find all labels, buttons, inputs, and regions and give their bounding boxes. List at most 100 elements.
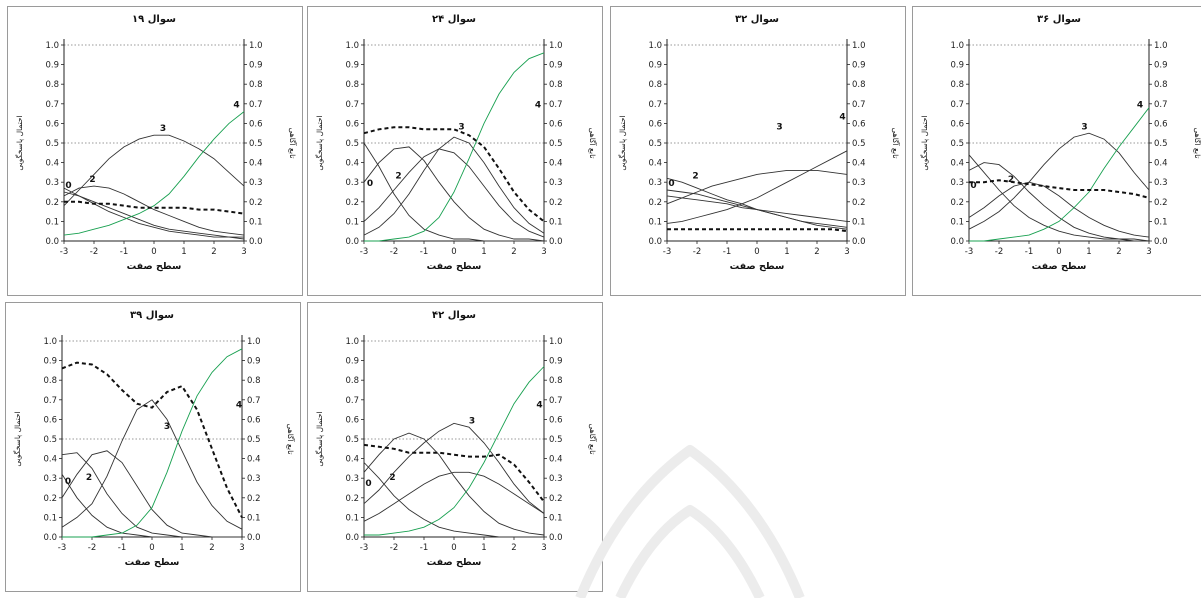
x-tick-label: -2	[90, 247, 98, 257]
y-tick-label-left: 0.6	[648, 119, 662, 129]
y-tick-label-left: 0.3	[43, 474, 57, 484]
y-tick-label-right: 0.5	[249, 139, 263, 149]
y-tick-label-left: 0.8	[43, 376, 57, 386]
y-tick-label-left: 0.1	[345, 513, 359, 523]
y-tick-label-right: 0.0	[247, 533, 261, 543]
y-tick-label-left: 0.9	[45, 61, 59, 71]
y-tick-label-left: 0.5	[345, 139, 359, 149]
y-tick-label-right: 0.9	[549, 61, 563, 71]
y-tick-label-left: 0.1	[648, 217, 662, 227]
chart-panel-6: سوال ۴۲ 0.0 0.0 0.1 0.1 0.2 0.2 0.3 0.3 0.4 0.4 0.5…	[307, 302, 603, 592]
y-tick-label-right: 0.9	[852, 61, 866, 71]
x-tick-label: 1	[1086, 247, 1091, 257]
y-tick-label-right: 0.8	[249, 80, 263, 90]
y-tick-label-left: 0.3	[950, 178, 964, 188]
y-tick-label-right: 0.2	[549, 198, 563, 208]
category-curve-2	[666, 189, 848, 230]
category-curve-1	[968, 162, 1150, 242]
x-tick-label: 1	[784, 247, 789, 257]
y-tick-label-right: 0.9	[247, 357, 261, 367]
chart-svg: سوال ۳۹ 0.0 0.0 0.1 0.1 0.2 0.2 0.3 0.3 0.4 0.4 0.5…	[13, 310, 296, 568]
y-tick-label-left: 0.8	[648, 80, 662, 90]
y-tick-label-right: 0.6	[549, 415, 563, 425]
y-tick-label-left: 0.0	[45, 237, 59, 247]
category-curve-4	[62, 348, 243, 538]
y-tick-label-right: 0.1	[549, 513, 563, 523]
y-tick-label-right: 0.4	[852, 159, 866, 169]
y-tick-label-left: 0.5	[43, 435, 57, 445]
y-tick-label-right: 0.8	[549, 80, 563, 90]
information-function-line	[969, 179, 1150, 199]
y-tick-label-right: 0.0	[852, 237, 866, 247]
y-tick-label-right: 0.8	[852, 80, 866, 90]
y-axis-label-right: تابع آگاهی	[891, 128, 901, 159]
y-tick-label-left: 0.4	[43, 455, 57, 465]
y-tick-label-left: 0.1	[45, 217, 59, 227]
y-axis-label-left: احتمال پاسخگویی	[15, 115, 24, 170]
category-curve-2	[61, 450, 242, 538]
x-tick-label: -1	[1025, 247, 1033, 257]
y-tick-label-left: 0.1	[345, 217, 359, 227]
information-function-line	[363, 126, 545, 223]
curve-label: 4	[1137, 101, 1143, 111]
y-axis-label-left: احتمال پاسخگویی	[315, 115, 324, 170]
x-tick-label: -3	[58, 543, 66, 553]
y-tick-label-right: 0.1	[249, 217, 263, 227]
y-tick-label-right: 0.3	[852, 178, 866, 188]
y-tick-label-right: 0.0	[249, 237, 263, 247]
curve-label: 4	[535, 101, 541, 111]
y-tick-label-right: 0.8	[549, 376, 563, 386]
chart-svg: سوال ۱۹ 0.0 0.0 0.1 0.1 0.2 0.2 0.3 0.3 0.4 0.4 0.5…	[15, 14, 298, 272]
x-axis-label: سطح صفت	[125, 557, 180, 568]
x-tick-label: 3	[239, 543, 244, 553]
x-tick-label: 3	[844, 247, 849, 257]
y-axis-label-left: احتمال پاسخگویی	[13, 411, 22, 466]
x-tick-label: 0	[451, 247, 456, 257]
y-tick-label-left: 0.7	[648, 100, 662, 110]
y-tick-label-right: 0.6	[1154, 119, 1168, 129]
category-curve-1	[363, 432, 545, 536]
y-tick-label-right: 0.9	[549, 357, 563, 367]
y-tick-label-left: 0.9	[950, 61, 964, 71]
y-tick-label-left: 0.6	[950, 119, 964, 129]
curve-label: 0	[65, 477, 71, 487]
category-curve-4	[969, 107, 1150, 242]
y-tick-label-left: 0.9	[345, 61, 359, 71]
y-tick-label-left: 1.0	[43, 337, 57, 347]
y-tick-label-right: 0.1	[247, 513, 261, 523]
curve-label: 2	[692, 171, 698, 181]
x-tick-label: 0	[151, 247, 156, 257]
y-tick-label-right: 0.9	[1154, 61, 1168, 71]
x-axis-label: سطح صفت	[1032, 261, 1087, 272]
y-tick-label-left: 0.5	[648, 139, 662, 149]
x-tick-label: -1	[420, 543, 428, 553]
chart-svg: سوال ۳۶ 0.0 0.0 0.1 0.1 0.2 0.2 0.3 0.3 0.4 0.4 0.5…	[920, 14, 1201, 272]
x-tick-label: -2	[390, 247, 398, 257]
y-tick-label-right: 0.2	[549, 494, 563, 504]
chart-panel-4: سوال ۳۶ 0.0 0.0 0.1 0.1 0.2 0.2 0.3 0.3 0.4 0.4 0.5…	[912, 6, 1201, 296]
x-tick-label: 1	[481, 247, 486, 257]
chart-title: سوال ۳۹	[130, 310, 174, 321]
y-tick-label-right: 0.3	[249, 178, 263, 188]
y-tick-label-left: 0.8	[345, 376, 359, 386]
y-tick-label-left: 0.7	[43, 396, 57, 406]
x-tick-label: -2	[88, 543, 96, 553]
curve-label: 4	[839, 112, 845, 122]
y-tick-label-right: 1.0	[249, 41, 263, 51]
x-tick-label: 1	[481, 543, 486, 553]
y-tick-label-left: 0.0	[950, 237, 964, 247]
curve-label: 4	[233, 101, 239, 111]
y-tick-label-left: 0.9	[345, 357, 359, 367]
y-tick-label-left: 1.0	[345, 41, 359, 51]
category-curve-2	[363, 146, 545, 242]
y-tick-label-left: 0.6	[345, 415, 359, 425]
x-axis-label: سطح صفت	[730, 261, 785, 272]
x-tick-label: 3	[1146, 247, 1151, 257]
category-curve-1	[363, 148, 545, 238]
y-tick-label-left: 1.0	[950, 41, 964, 51]
y-tick-label-left: 0.6	[345, 119, 359, 129]
category-curve-0	[666, 177, 848, 228]
y-tick-label-right: 0.6	[249, 119, 263, 129]
chart-title: سوال ۱۹	[132, 14, 176, 25]
y-tick-label-left: 0.2	[345, 494, 359, 504]
